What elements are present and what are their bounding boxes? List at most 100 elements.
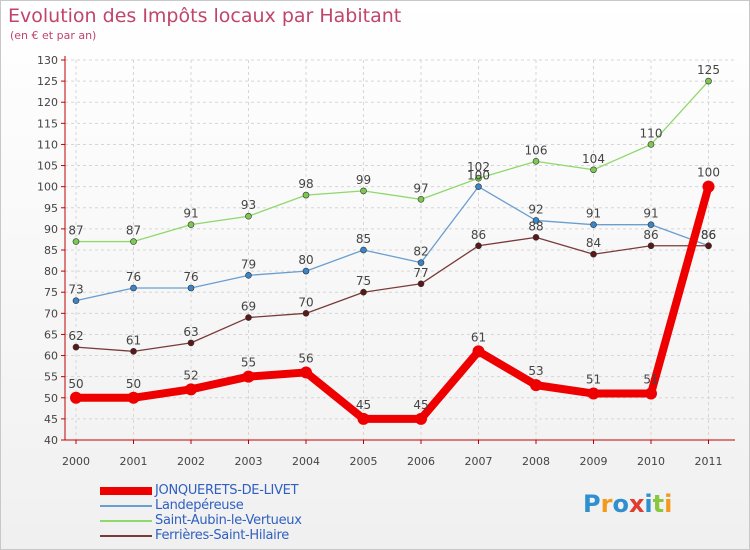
- data-label: 61: [471, 330, 486, 344]
- data-point: [72, 343, 80, 351]
- x-tick-label: 2007: [465, 455, 493, 468]
- data-label: 73: [68, 283, 83, 297]
- data-point: [187, 284, 195, 292]
- data-point: [187, 221, 195, 228]
- data-point: [357, 412, 370, 425]
- data-label: 50: [68, 377, 83, 391]
- data-label: 61: [126, 333, 141, 347]
- y-tick-label: 100: [37, 181, 58, 194]
- logo-letter: i: [644, 490, 653, 518]
- x-tick-label: 2009: [580, 455, 608, 468]
- data-label: 104: [582, 152, 605, 166]
- data-point: [130, 238, 137, 245]
- data-point: [70, 391, 82, 404]
- x-tick-label: 2005: [350, 455, 378, 468]
- data-label: 85: [356, 232, 371, 246]
- y-tick-label: 50: [44, 392, 58, 405]
- logo-letter: t: [652, 490, 665, 518]
- data-point: [417, 280, 425, 288]
- data-point: [185, 383, 197, 396]
- data-label: 75: [356, 274, 371, 288]
- data-label: 76: [183, 270, 198, 284]
- legend-label: Ferrières-Saint-Hilaire: [155, 528, 289, 543]
- x-tick-label: 2011: [695, 455, 723, 468]
- data-point: [472, 345, 485, 358]
- data-point: [532, 234, 540, 241]
- legend-swatch: [100, 487, 152, 495]
- logo-letter: i: [664, 490, 673, 518]
- data-label: 56: [298, 351, 313, 365]
- data-label: 52: [183, 368, 198, 382]
- data-label: 51: [586, 373, 601, 387]
- x-tick-label: 2008: [522, 455, 550, 468]
- data-point: [702, 180, 715, 193]
- data-point: [530, 379, 542, 392]
- data-label: 87: [68, 224, 83, 238]
- series-line-jonquerets-de-livet: [72, 182, 713, 423]
- y-tick-label: 45: [44, 413, 58, 426]
- data-label: 91: [586, 207, 601, 221]
- data-point: [360, 187, 367, 195]
- chart-title: Evolution des Impôts locaux par Habitant: [8, 5, 402, 27]
- y-tick-label: 105: [37, 160, 58, 173]
- data-point: [705, 77, 712, 85]
- data-label: 51: [643, 373, 658, 387]
- data-point: [360, 288, 367, 296]
- y-tick-label: 115: [37, 117, 58, 130]
- data-label: 100: [467, 169, 490, 183]
- data-label: 92: [528, 202, 543, 216]
- x-tick-label: 2006: [407, 455, 435, 468]
- data-point: [532, 158, 540, 165]
- y-tick-label: 125: [37, 75, 58, 88]
- data-point: [187, 339, 195, 347]
- data-label: 62: [68, 329, 83, 343]
- data-point: [242, 370, 255, 383]
- logo-letter: P: [583, 490, 601, 518]
- y-tick-label: 55: [44, 371, 58, 384]
- data-label: 70: [298, 295, 313, 309]
- x-tick-label: 2010: [637, 455, 665, 468]
- data-point: [72, 238, 80, 245]
- data-label: 80: [298, 253, 313, 267]
- data-label: 45: [413, 398, 428, 412]
- legend-label: Saint-Aubin-le-Vertueux: [155, 513, 302, 528]
- x-tick-label: 2002: [177, 455, 205, 468]
- y-tick-label: 40: [44, 434, 58, 447]
- data-label: 87: [126, 224, 141, 238]
- data-label: 86: [471, 228, 486, 242]
- data-label: 86: [701, 228, 716, 242]
- x-tick-label: 2000: [62, 455, 90, 468]
- y-tick-label: 80: [44, 265, 58, 278]
- data-point: [127, 391, 140, 404]
- data-point: [590, 250, 597, 258]
- data-point: [130, 284, 137, 292]
- data-label: 93: [241, 198, 256, 212]
- data-point: [302, 267, 310, 275]
- data-point: [417, 259, 425, 266]
- data-point: [475, 174, 482, 182]
- data-label: 106: [525, 143, 548, 157]
- legend-label: Landepéreuse: [155, 498, 244, 513]
- data-label: 88: [528, 219, 543, 233]
- data-point: [587, 387, 600, 400]
- y-tick-label: 75: [44, 286, 58, 299]
- data-point: [245, 314, 252, 321]
- data-point: [302, 310, 310, 317]
- data-point: [590, 221, 597, 228]
- x-tick-label: 2004: [292, 455, 320, 468]
- data-point: [590, 166, 597, 174]
- data-label: 76: [126, 270, 141, 284]
- logo-letter: r: [600, 490, 613, 518]
- data-point: [245, 272, 252, 279]
- data-point: [300, 366, 312, 379]
- data-label: 86: [643, 228, 658, 242]
- logo-letter: x: [628, 490, 645, 518]
- data-label: 45: [356, 398, 371, 412]
- data-label: 53: [528, 364, 543, 378]
- data-point: [360, 246, 367, 254]
- data-point: [475, 242, 482, 250]
- y-tick-label: 60: [44, 350, 58, 363]
- y-tick-label: 70: [44, 307, 58, 320]
